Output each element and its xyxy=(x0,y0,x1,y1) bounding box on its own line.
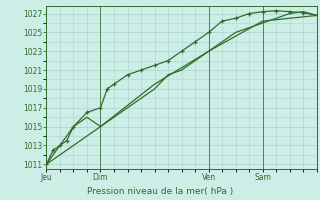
Text: Pression niveau de la mer( hPa ): Pression niveau de la mer( hPa ) xyxy=(87,187,233,196)
